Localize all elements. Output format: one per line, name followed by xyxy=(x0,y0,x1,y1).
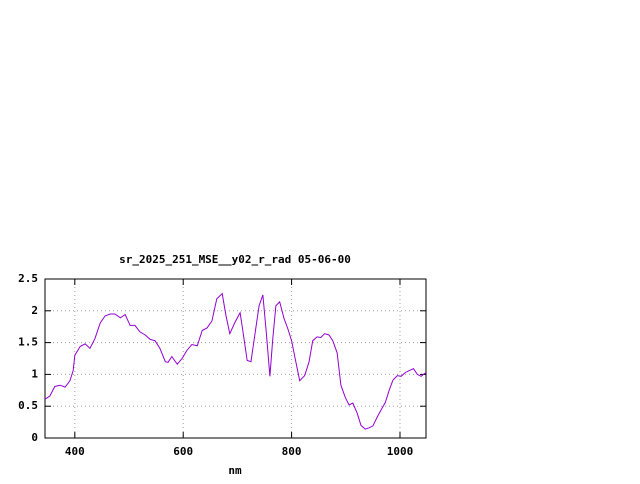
y-tick-label: 0.5 xyxy=(18,399,38,412)
data-line xyxy=(44,292,427,430)
x-tick-label: 600 xyxy=(173,445,193,458)
x-tick-label: 800 xyxy=(282,445,302,458)
y-tick-label: 2.5 xyxy=(18,272,38,285)
x-axis-label: nm xyxy=(228,464,242,477)
chart-title: sr_2025_251_MSE__y02_r_rad 05-06-00 xyxy=(119,253,351,266)
y-tick-label: 1 xyxy=(31,367,38,380)
x-tick-label: 400 xyxy=(65,445,85,458)
plot-frame xyxy=(44,278,427,439)
y-tick-label: 1.5 xyxy=(18,336,38,349)
y-tick-label: 0 xyxy=(31,431,38,444)
y-tick-label: 2 xyxy=(31,304,38,317)
x-tick-label: 1000 xyxy=(387,445,414,458)
